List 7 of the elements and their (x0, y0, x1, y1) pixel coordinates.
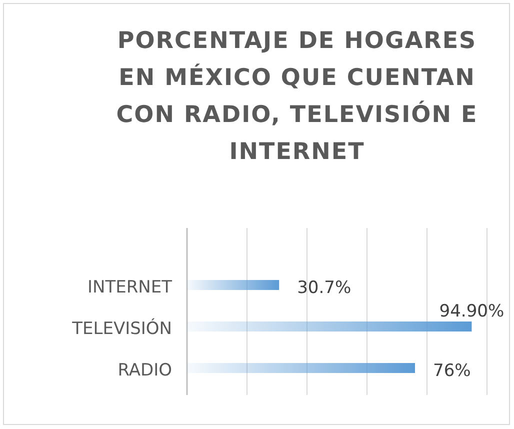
y-tick-label: INTERNET (87, 278, 173, 298)
data-label: 76% (433, 361, 471, 382)
data-label: 94.90% (439, 302, 504, 322)
y-tick-label: TELEVISIÓN (71, 318, 172, 340)
chart-title: PORCENTAJE DE HOGARES EN MÉXICO QUE CUENTAN CON RADIO, TELEVISIÓN E INTERNET (116, 28, 478, 165)
y-tick-label: RADIO (118, 360, 172, 381)
data-label: 30.7% (297, 278, 352, 298)
